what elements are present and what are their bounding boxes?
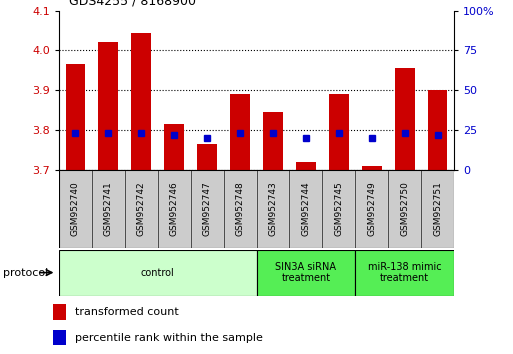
Text: protocol: protocol xyxy=(3,268,48,278)
Bar xyxy=(53,330,66,345)
Bar xyxy=(355,170,388,248)
Bar xyxy=(197,144,217,170)
Bar xyxy=(59,250,256,296)
Text: GSM952746: GSM952746 xyxy=(170,182,179,236)
Bar xyxy=(296,162,315,170)
Text: GSM952750: GSM952750 xyxy=(400,181,409,236)
Bar xyxy=(158,170,191,248)
Bar xyxy=(322,170,355,248)
Text: GSM952743: GSM952743 xyxy=(268,182,278,236)
Bar xyxy=(394,68,415,170)
Text: GSM952745: GSM952745 xyxy=(334,182,343,236)
Bar xyxy=(355,250,454,296)
Bar xyxy=(224,170,256,248)
Bar xyxy=(289,170,322,248)
Bar xyxy=(428,90,447,170)
Bar xyxy=(230,94,250,170)
Text: control: control xyxy=(141,268,174,278)
Bar xyxy=(59,170,92,248)
Bar xyxy=(329,94,349,170)
Text: transformed count: transformed count xyxy=(75,307,179,317)
Text: GSM952741: GSM952741 xyxy=(104,182,113,236)
Bar xyxy=(131,33,151,170)
Text: GSM952749: GSM952749 xyxy=(367,182,376,236)
Bar xyxy=(256,250,355,296)
Bar xyxy=(98,42,118,170)
Text: GDS4255 / 8168900: GDS4255 / 8168900 xyxy=(69,0,196,7)
Bar xyxy=(92,170,125,248)
Text: SIN3A siRNA
treatment: SIN3A siRNA treatment xyxy=(275,262,337,284)
Bar xyxy=(66,64,85,170)
Text: GSM952742: GSM952742 xyxy=(137,182,146,236)
Bar xyxy=(125,170,158,248)
Text: GSM952740: GSM952740 xyxy=(71,182,80,236)
Text: GSM952747: GSM952747 xyxy=(203,182,212,236)
Text: GSM952744: GSM952744 xyxy=(301,182,310,236)
Bar xyxy=(164,124,184,170)
Bar xyxy=(388,170,421,248)
Text: miR-138 mimic
treatment: miR-138 mimic treatment xyxy=(368,262,442,284)
Bar xyxy=(256,170,289,248)
Text: percentile rank within the sample: percentile rank within the sample xyxy=(75,333,263,343)
Bar xyxy=(191,170,224,248)
Text: GSM952748: GSM952748 xyxy=(235,182,245,236)
Bar xyxy=(421,170,454,248)
Bar xyxy=(53,304,66,320)
Bar xyxy=(362,166,382,170)
Bar xyxy=(263,112,283,170)
Text: GSM952751: GSM952751 xyxy=(433,181,442,236)
